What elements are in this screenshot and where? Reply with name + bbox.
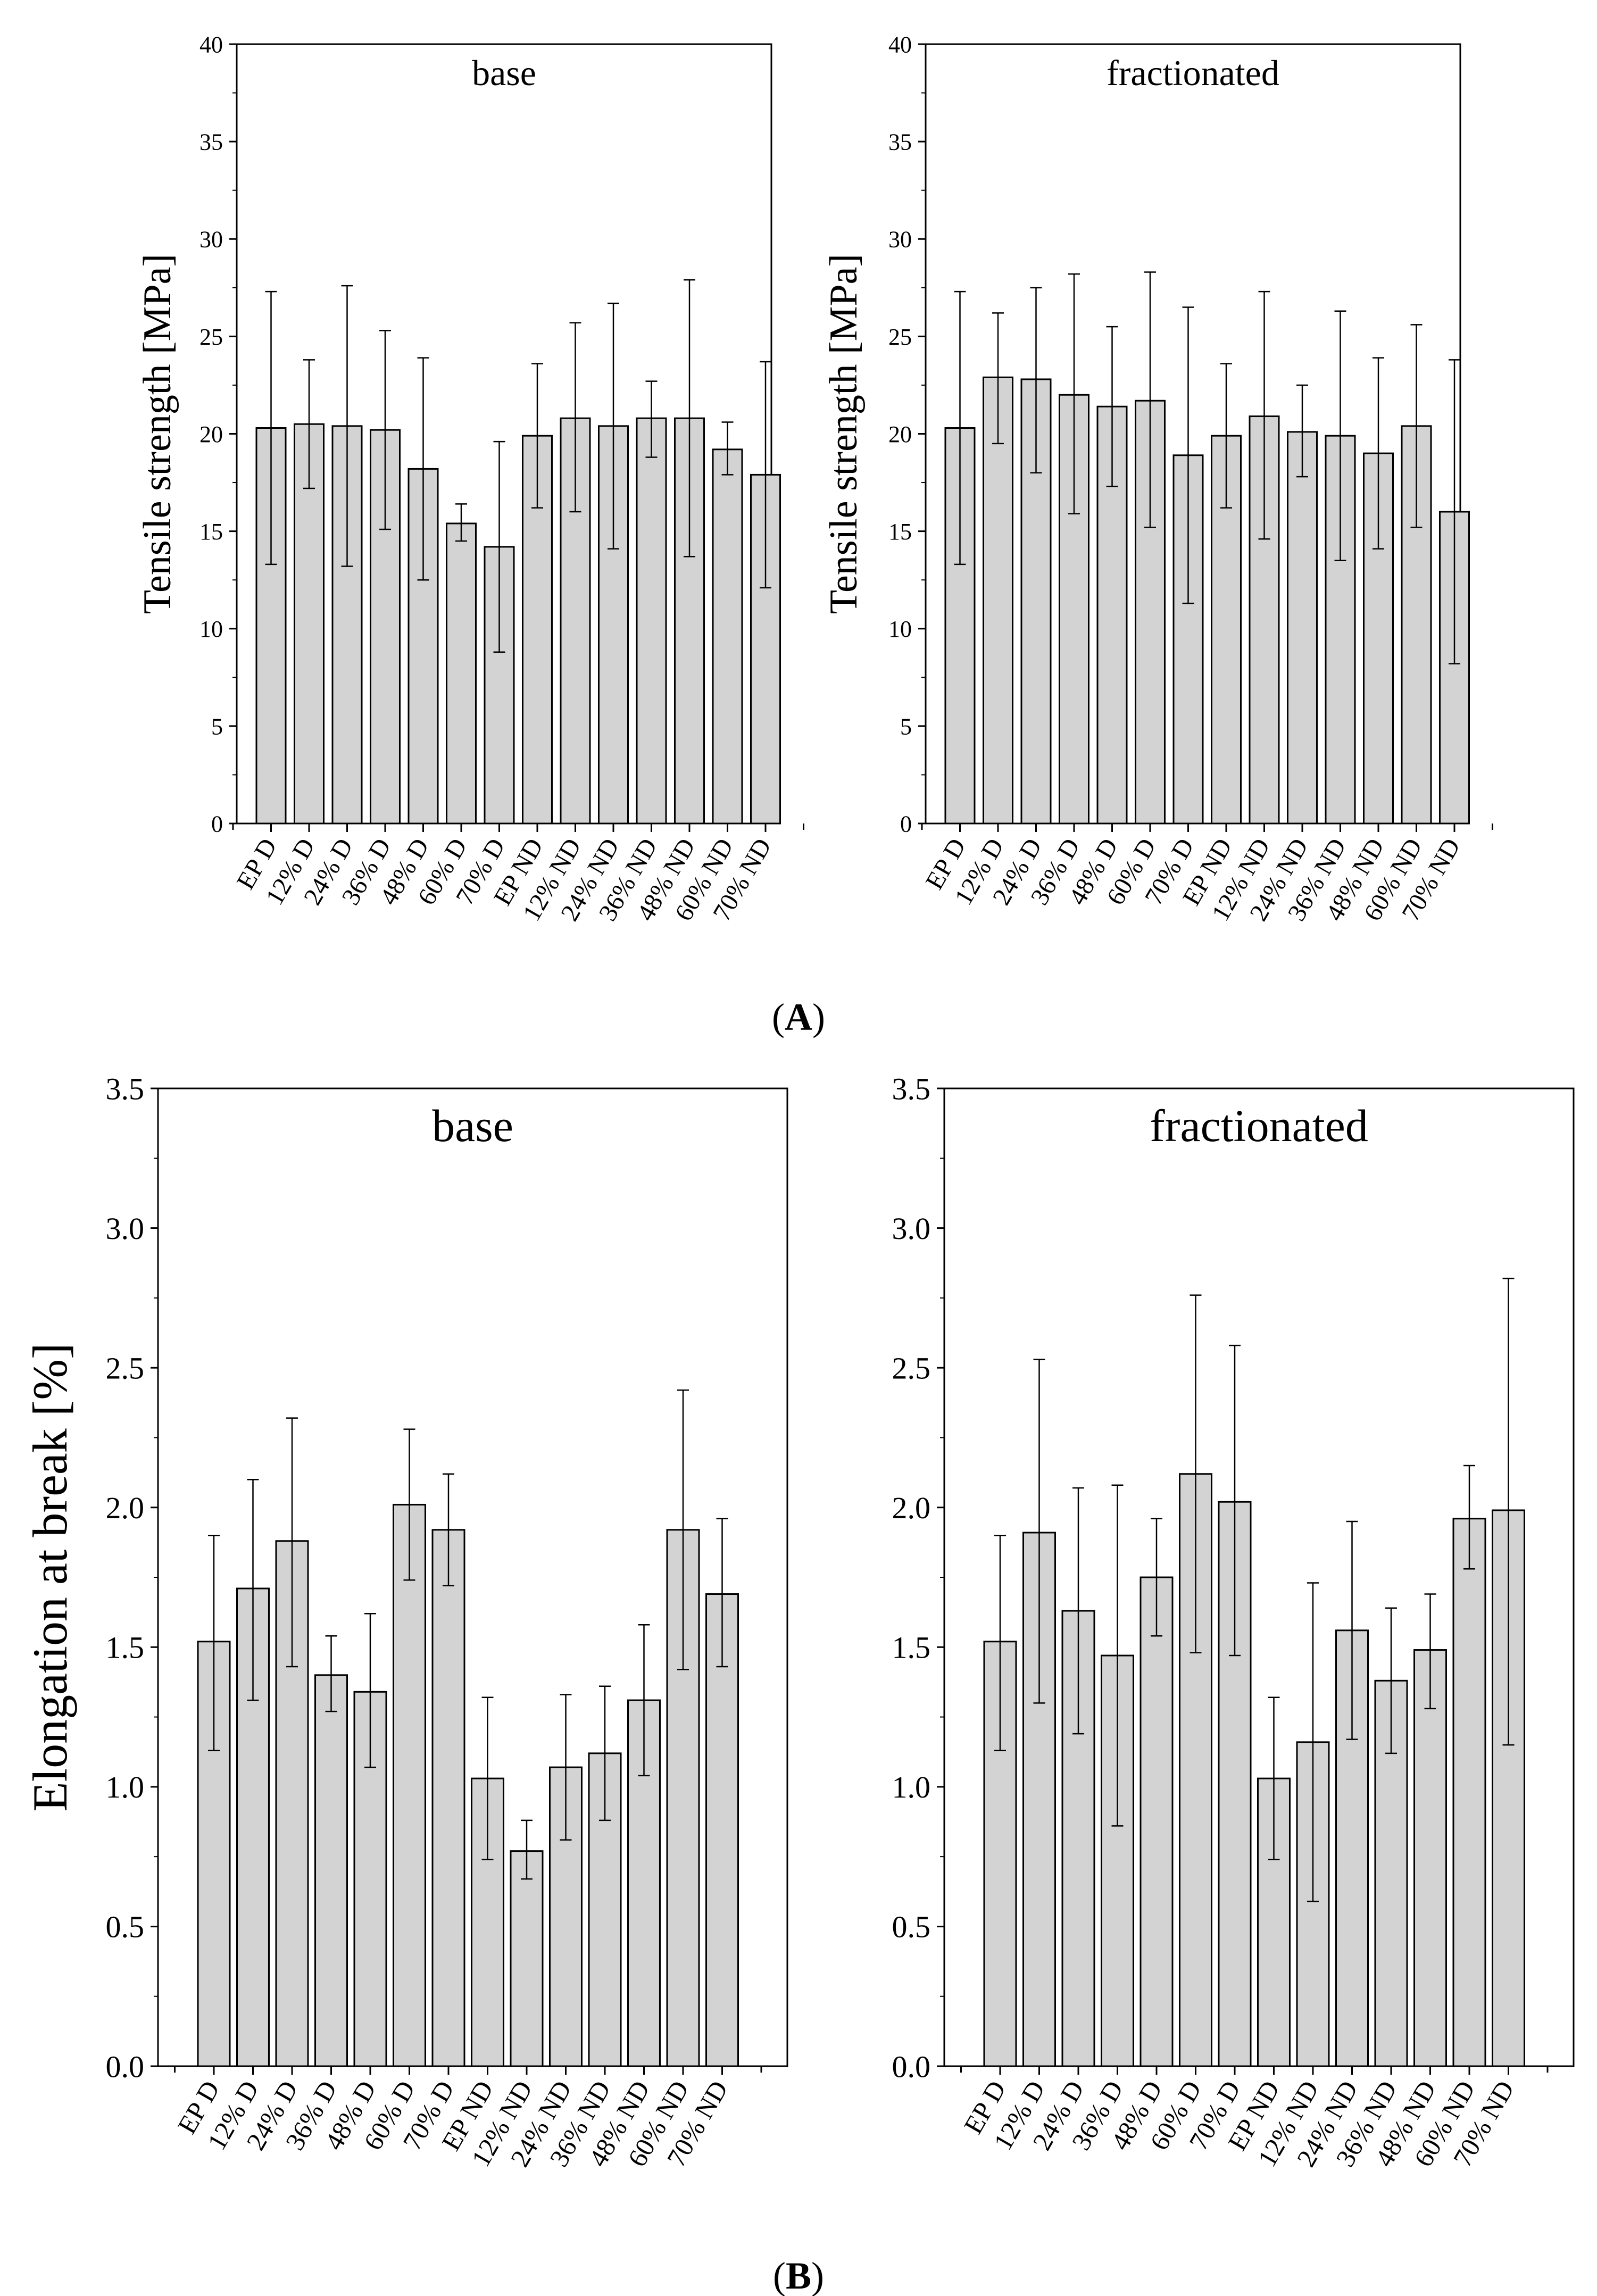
chart-tensile-base: 0 5 10 15 20 25 30 35 40 EP D12% D24% D36% D48% …: [136, 31, 804, 926]
bar: [1413, 1649, 1447, 2067]
y-tick-label: 40: [199, 31, 223, 57]
x-axis: EP D12% D24% D36% D48% D60% D70% DEP ND1…: [958, 2066, 1549, 2172]
chart-title: base: [432, 1100, 513, 1151]
y-axis-label: Elongation at break [%]: [23, 1343, 77, 1811]
panel-label-b-letter: B: [786, 2255, 811, 2296]
bar: [510, 1850, 544, 2067]
y-tick-label: 3.5: [892, 1071, 931, 1106]
y-tick-label: 0.5: [892, 1910, 931, 1944]
bars: [983, 1277, 1525, 2067]
y-tick-label: 0.5: [106, 1910, 145, 1944]
y-axis: 0 5 10 15 20 25 30 35 40: [888, 31, 926, 837]
x-axis: EP D12% D24% D36% D48% D60% D70% DEP ND1…: [231, 823, 804, 926]
y-tick-label: 0: [900, 811, 912, 837]
y-tick-label: 20: [888, 421, 912, 447]
y-tick-label: 3.0: [106, 1211, 145, 1246]
y-tick-label: 1.0: [106, 1770, 145, 1804]
chart-tensile-fractionated: 0 5 10 15 20 25 30 35 40 EP D12% D24% D36% D48% …: [822, 31, 1493, 926]
y-tick-label: 40: [888, 31, 912, 57]
y-axis: 0 5 10 15 20 25 30 35 40: [199, 31, 237, 837]
bar: [1452, 1518, 1486, 2067]
y-axis-label: Tensile strength [MPa]: [822, 254, 866, 614]
bar: [431, 1529, 465, 2067]
y-tick-label: 35: [888, 129, 912, 155]
y-tick-label: 5: [900, 713, 912, 739]
y-tick-label: 1.5: [106, 1631, 145, 1665]
y-tick-label: 10: [888, 616, 912, 642]
y-tick-label: 20: [199, 421, 223, 447]
bars: [255, 279, 781, 825]
bar: [446, 522, 477, 825]
y-tick-label: 1.0: [892, 1770, 931, 1804]
bars: [197, 1389, 739, 2067]
y-tick-label: 5: [211, 713, 223, 739]
x-axis: EP D12% D24% D36% D48% D60% D70% DEP ND1…: [171, 2066, 762, 2172]
y-tick-label: 15: [888, 519, 912, 545]
bar: [1139, 1576, 1174, 2067]
y-tick-label: 30: [888, 227, 912, 253]
y-tick-label: 3.5: [106, 1071, 145, 1106]
bar: [712, 448, 743, 825]
y-axis: 0.0 0.5 1.0 1.5 2.0 2.5 3.0 3.5: [892, 1071, 944, 2084]
chart-title: base: [472, 53, 536, 93]
bar: [636, 417, 667, 825]
bar: [314, 1674, 348, 2067]
bar: [705, 1593, 739, 2067]
bars: [944, 271, 1470, 825]
y-tick-label: 0.0: [892, 2049, 931, 2084]
y-tick-label: 2.5: [892, 1351, 931, 1385]
y-tick-label: 2.5: [106, 1351, 145, 1385]
panel-label-a-letter: A: [785, 996, 812, 1038]
chart-elongation-fractionated: 0.0 0.5 1.0 1.5 2.0 2.5 3.0 3.5 EP D12% D24% D3…: [892, 1071, 1575, 2172]
y-tick-label: 35: [199, 129, 223, 155]
chart-elongation-base: 0.0 0.5 1.0 1.5 2.0 2.5 3.0 3.5 EP D12% D24% D3…: [23, 1071, 788, 2172]
panel-label-b: (B): [773, 2255, 824, 2296]
y-tick-label: 2.0: [892, 1491, 931, 1525]
y-tick-label: 10: [199, 616, 223, 642]
chart-title: fractionated: [1107, 53, 1279, 93]
y-tick-label: 2.0: [106, 1491, 145, 1525]
y-tick-label: 0: [211, 811, 223, 837]
y-tick-label: 30: [199, 227, 223, 253]
bar: [1287, 431, 1318, 825]
panel-label-a: (A): [772, 996, 825, 1038]
y-tick-label: 25: [888, 324, 912, 350]
y-tick-label: 3.0: [892, 1211, 931, 1246]
y-tick-label: 0.0: [106, 2049, 145, 2084]
y-tick-label: 15: [199, 519, 223, 545]
y-tick-label: 1.5: [892, 1631, 931, 1665]
chart-title: fractionated: [1150, 1100, 1368, 1151]
y-tick-label: 25: [199, 324, 223, 350]
bar: [393, 1503, 426, 2067]
y-axis: 0.0 0.5 1.0 1.5 2.0 2.5 3.0 3.5: [106, 1071, 158, 2084]
y-axis-label: Tensile strength [MPa]: [136, 254, 179, 614]
x-axis: EP D12% D24% D36% D48% D60% D70% DEP ND1…: [920, 823, 1493, 926]
bar: [983, 376, 1013, 825]
